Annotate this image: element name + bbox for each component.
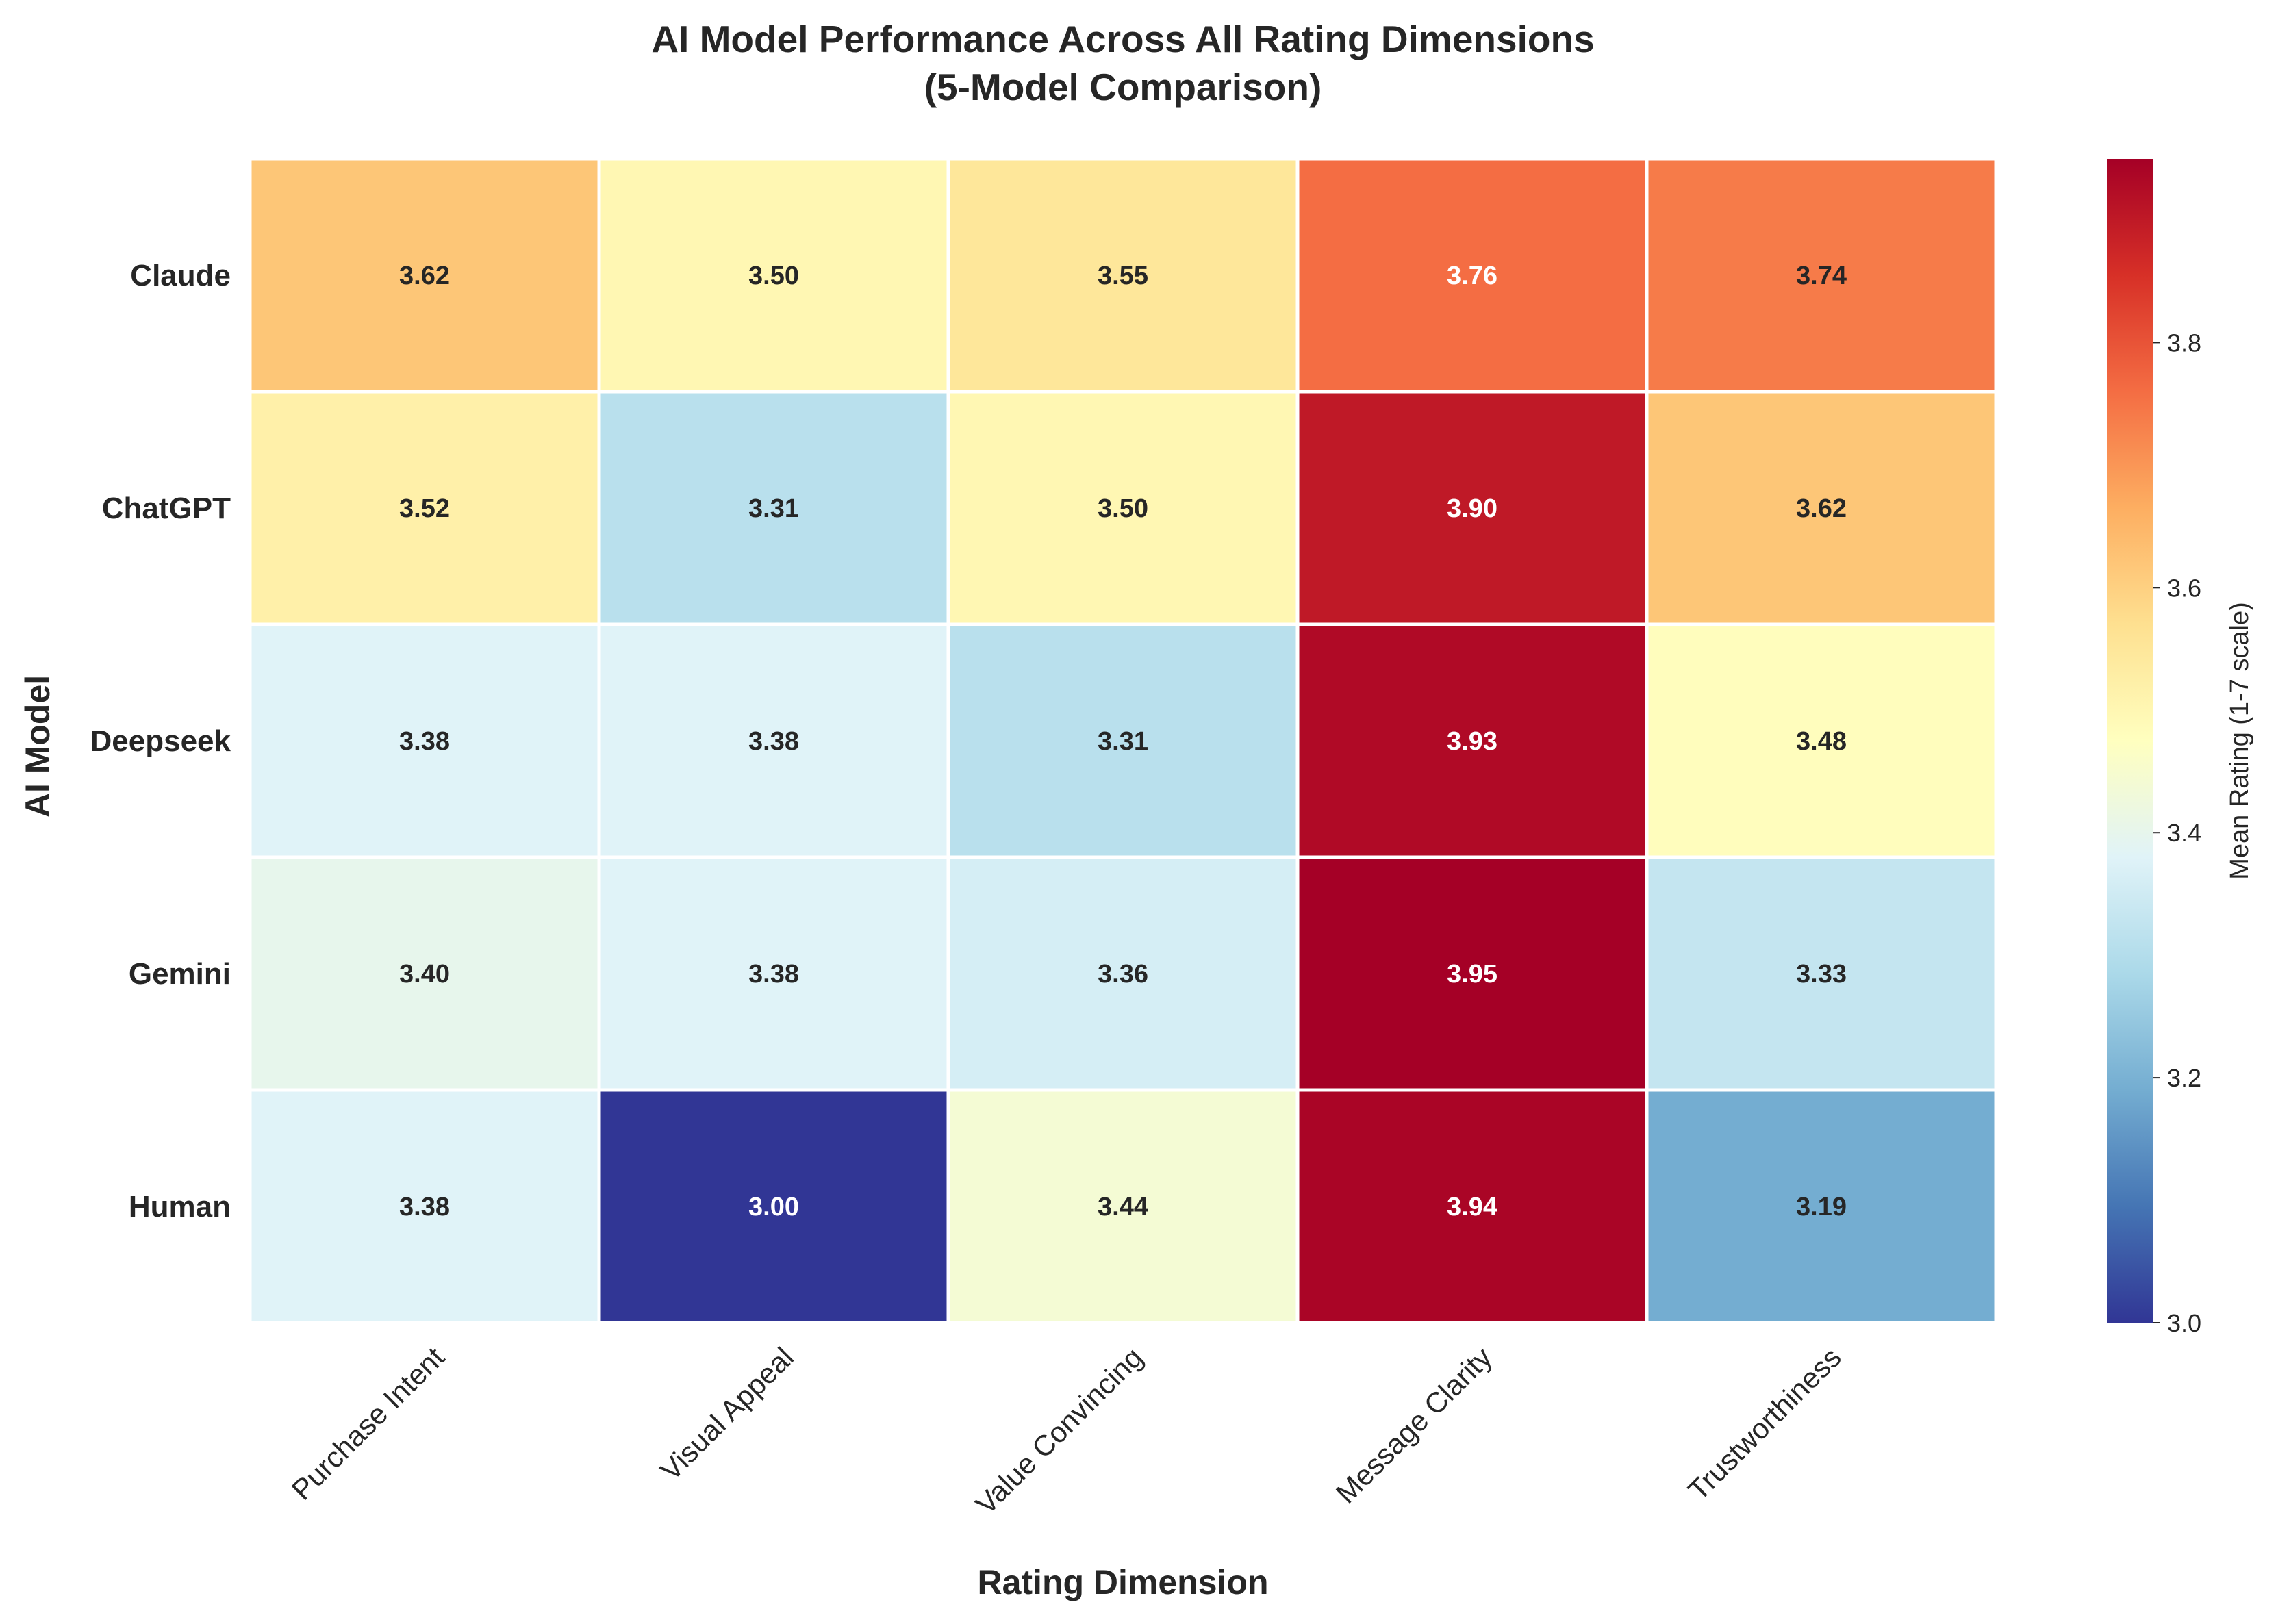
cell-value-label-r1-c3: 3.90 xyxy=(1447,494,1497,523)
cell-value-label-r3-c0: 3.40 xyxy=(399,960,450,989)
cell-value-label-r4-c2: 3.44 xyxy=(1098,1193,1148,1221)
heatmap-cell-r2-c3 xyxy=(1295,622,1649,859)
x-axis-tick-labels: Purchase Intent Visual Appeal Value Convin… xyxy=(286,1341,1847,1520)
cell-value-label-r1-c1: 3.31 xyxy=(748,494,799,523)
heatmap-cell-r3-c3 xyxy=(1295,855,1649,1092)
cell-value-label-r3-c3: 3.95 xyxy=(1447,960,1497,989)
y-tick-label-0: Claude xyxy=(130,259,231,292)
colorbar-tick-label-2: 3.4 xyxy=(2167,819,2201,847)
chart-title-line1: AI Model Performance Across All Rating D… xyxy=(651,18,1594,60)
x-tick-label-4: Trustworthiness xyxy=(1682,1341,1847,1507)
x-tick-label-1: Visual Appeal xyxy=(654,1341,800,1487)
heatmap-cell-r4-c4 xyxy=(1645,1088,1998,1325)
heatmap-cell-r3-c4 xyxy=(1645,855,1998,1092)
heatmap-cell-r3-c2 xyxy=(946,855,1300,1092)
heatmap-cell-r3-c1 xyxy=(597,855,950,1092)
heatmap-cell-r1-c2 xyxy=(946,390,1300,626)
y-tick-label-3: Gemini xyxy=(129,957,231,991)
cell-value-label-r0-c0: 3.62 xyxy=(399,262,450,290)
x-axis-label: Rating Dimension xyxy=(977,1563,1268,1601)
cell-value-label-r3-c2: 3.36 xyxy=(1098,960,1148,989)
cell-value-label-r3-c4: 3.33 xyxy=(1796,960,1847,989)
y-axis-tick-labels: Claude ChatGPT Deepseek Gemini Human xyxy=(90,259,231,1223)
heatmap-cell-r0-c2 xyxy=(946,157,1300,394)
chart-title: AI Model Performance Across All Rating D… xyxy=(651,18,1594,108)
cell-value-label-r1-c2: 3.50 xyxy=(1098,494,1148,523)
heatmap-cell-r2-c1 xyxy=(597,622,950,859)
colorbar-tick-label-0: 3.0 xyxy=(2167,1309,2201,1337)
heatmap-cell-r0-c3 xyxy=(1295,157,1649,394)
colorbar-tick-label-4: 3.8 xyxy=(2167,329,2201,357)
heatmap-cell-r4-c0 xyxy=(248,1088,601,1325)
colorbar-tick-label-1: 3.2 xyxy=(2167,1064,2201,1092)
heatmap-cells xyxy=(248,157,1998,1325)
y-tick-label-1: ChatGPT xyxy=(102,492,231,525)
cell-value-label-r4-c1: 3.00 xyxy=(748,1193,799,1221)
heatmap-cell-r0-c0 xyxy=(248,157,601,394)
cell-value-label-r2-c0: 3.38 xyxy=(399,727,450,756)
heatmap-cell-r2-c4 xyxy=(1645,622,1998,859)
cell-value-label-r0-c4: 3.74 xyxy=(1796,262,1847,290)
cell-value-label-r2-c4: 3.48 xyxy=(1796,727,1847,756)
x-tick-label-2: Value Convincing xyxy=(970,1341,1149,1521)
cell-value-label-r1-c0: 3.52 xyxy=(399,494,450,523)
colorbar-tick-label-3: 3.6 xyxy=(2167,574,2201,602)
chart-title-line2: (5-Model Comparison) xyxy=(924,66,1322,108)
cell-value-label-r2-c3: 3.93 xyxy=(1447,727,1497,756)
heatmap-cell-r2-c2 xyxy=(946,622,1300,859)
heatmap-cell-r0-c4 xyxy=(1645,157,1998,394)
cell-value-label-r0-c1: 3.50 xyxy=(748,262,799,290)
y-tick-label-2: Deepseek xyxy=(90,724,231,758)
heatmap-cell-r3-c0 xyxy=(248,855,601,1092)
colorbar-label: Mean Rating (1-7 scale) xyxy=(2225,602,2254,880)
cell-value-label-r4-c4: 3.19 xyxy=(1796,1193,1847,1221)
cell-value-label-r3-c1: 3.38 xyxy=(748,960,799,989)
cell-value-label-r2-c1: 3.38 xyxy=(748,727,799,756)
heatmap-cell-labels: 3.62 3.50 3.55 3.76 3.74 3.52 3.31 3.50 3.90 3.62… xyxy=(399,262,1847,1221)
heatmap-cell-r1-c4 xyxy=(1645,390,1998,626)
cell-value-label-r0-c3: 3.76 xyxy=(1447,262,1497,290)
colorbar-ticks: 3.0 3.2 3.4 3.6 3.8 xyxy=(2153,329,2201,1337)
heatmap-cell-r4-c2 xyxy=(946,1088,1300,1325)
cell-value-label-r0-c2: 3.55 xyxy=(1098,262,1148,290)
y-tick-label-4: Human xyxy=(129,1190,231,1223)
heatmap-cell-r4-c1 xyxy=(597,1088,950,1325)
x-tick-label-0: Purchase Intent xyxy=(286,1341,451,1506)
cell-value-label-r1-c4: 3.62 xyxy=(1796,494,1847,523)
cell-value-label-r2-c2: 3.31 xyxy=(1098,727,1148,756)
colorbar: 3.0 3.2 3.4 3.6 3.8 Mean Rating (1-7 scale) xyxy=(2107,159,2254,1337)
y-axis-label: AI Model xyxy=(18,675,57,817)
x-tick-label-3: Message Clarity xyxy=(1330,1341,1498,1510)
colorbar-gradient xyxy=(2107,159,2153,1323)
cell-value-label-r4-c0: 3.38 xyxy=(399,1193,450,1221)
heatmap-cell-r0-c1 xyxy=(597,157,950,394)
heatmap-cell-r1-c0 xyxy=(248,390,601,626)
cell-value-label-r4-c3: 3.94 xyxy=(1447,1193,1497,1221)
